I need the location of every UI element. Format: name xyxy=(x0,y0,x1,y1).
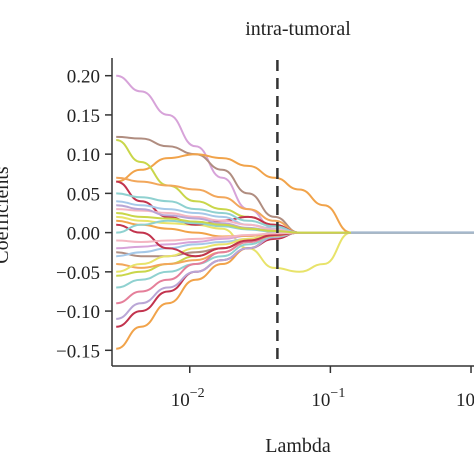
coefficient-paths xyxy=(116,74,474,350)
coefficient-path-20 xyxy=(116,231,474,273)
coefficient-path-13 xyxy=(116,231,474,320)
chart-title: intra-tumoral xyxy=(245,18,351,40)
x-tick-label: 10−2 xyxy=(171,386,205,411)
x-tick-label: 10−1 xyxy=(311,386,345,411)
coefficient-path-16 xyxy=(116,231,474,269)
x-axis-label: Lambda xyxy=(265,435,331,457)
y-tick-label: −0.15 xyxy=(56,341,100,362)
y-tick-label: −0.05 xyxy=(56,263,100,284)
y-tick-label: −0.10 xyxy=(56,302,100,323)
y-tick-label: 0.15 xyxy=(67,106,100,127)
axes: 0.20 0.15 0.10 0.05 0.00 −0.05 −0.10 −0.15 10−2 1… xyxy=(56,58,474,411)
y-tick-label: 0.05 xyxy=(67,184,100,205)
y-axis-label: Coefficients xyxy=(0,166,13,264)
coefficient-path-3 xyxy=(116,153,474,234)
x-tick-label: 100 xyxy=(456,386,474,411)
coefficient-path-26 xyxy=(116,231,474,243)
coefficient-path-14 xyxy=(116,231,474,277)
coefficient-path-6 xyxy=(116,215,474,273)
coefficient-path-17 xyxy=(116,231,474,305)
coefficient-path-27 xyxy=(116,212,474,234)
coefficient-path-5 xyxy=(116,176,474,234)
y-tick-label: 0.00 xyxy=(67,224,100,245)
y-tick-label: 0.20 xyxy=(67,67,100,88)
y-tick-label: 0.10 xyxy=(67,145,100,166)
